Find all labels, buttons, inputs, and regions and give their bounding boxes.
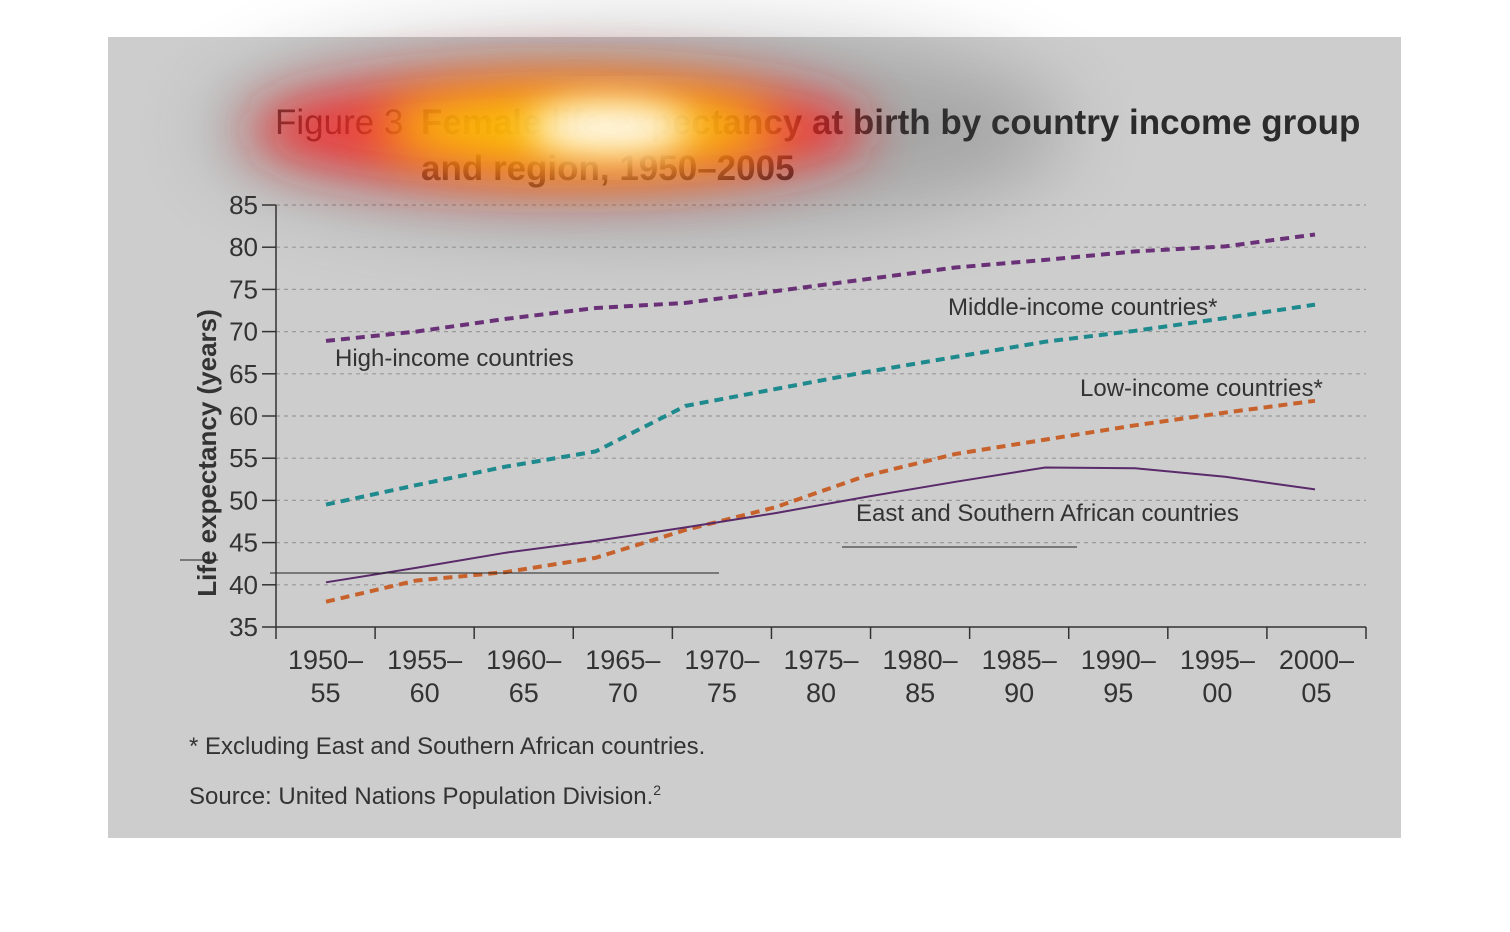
- x-tick-label: 1960–: [486, 645, 561, 675]
- x-axis: 1950–55 1955–60 1960–65 1965–70 1970–75 1975–…: [275, 626, 1367, 708]
- y-tick-label: 40: [229, 570, 258, 600]
- series-line-1: [325, 302, 1316, 507]
- series-line-0: [325, 232, 1316, 343]
- label-middle-income: Middle-income countries*: [948, 294, 1217, 321]
- x-tick-label: 55: [311, 678, 341, 708]
- life-expectancy-chart: Figure 3 Female life expectancy at birth…: [180, 103, 1367, 810]
- x-tick-label: 1970–: [684, 645, 759, 675]
- y-tick-label: 55: [229, 443, 258, 473]
- y-tick-label: 80: [229, 232, 258, 262]
- y-tick-label: 35: [229, 612, 258, 642]
- source-superscript: 2: [653, 782, 661, 798]
- y-tick-label: 70: [229, 317, 258, 347]
- source-note: Source: United Nations Population Divisi…: [189, 782, 661, 810]
- y-tick-label: 85: [229, 190, 258, 220]
- x-tick-label: 1975–: [783, 645, 858, 675]
- label-low-income: Low-income countries*: [1080, 375, 1323, 402]
- x-tick-label: 1950–: [288, 645, 363, 675]
- label-east-southern-africa: East and Southern African countries: [856, 500, 1239, 527]
- x-tick-label: 1980–: [883, 645, 958, 675]
- x-tick-label: 85: [905, 678, 935, 708]
- figure-label: Figure 3: [275, 103, 403, 142]
- x-tick-label: 65: [509, 678, 539, 708]
- x-tick-label: 70: [608, 678, 638, 708]
- x-tick-label: 80: [806, 678, 836, 708]
- x-tick-label: 05: [1301, 678, 1331, 708]
- x-tick-label: 2000–: [1279, 645, 1354, 675]
- y-axis-label: Life expectancy (years): [192, 309, 222, 597]
- source-text: Source: United Nations Population Divisi…: [189, 783, 653, 810]
- x-tick-label: 1965–: [585, 645, 660, 675]
- x-tick-label: 1990–: [1081, 645, 1156, 675]
- x-tick-label: 75: [707, 678, 737, 708]
- y-tick-label: 75: [229, 274, 258, 304]
- x-tick-label: 00: [1202, 678, 1232, 708]
- y-axis: 35 40 45 50 55 60 65 70 75 80 85: [229, 190, 277, 642]
- y-tick-label: 45: [229, 528, 258, 558]
- x-tick-label: 60: [410, 678, 440, 708]
- chart-panel: Figure 3 Female life expectancy at birth…: [108, 37, 1401, 838]
- data-series: [325, 232, 1316, 604]
- y-tick-label: 65: [229, 359, 258, 389]
- y-tick-label: 50: [229, 485, 258, 515]
- x-tick-label: 1955–: [387, 645, 462, 675]
- chart-title-line1: Female life expectancy at birth by count…: [421, 103, 1360, 142]
- chart-title-line2: and region, 1950–2005: [421, 149, 795, 188]
- footnote: * Excluding East and Southern African co…: [189, 733, 705, 760]
- x-tick-label: 1985–: [982, 645, 1057, 675]
- label-high-income: High-income countries: [335, 345, 574, 372]
- x-tick-label: 90: [1004, 678, 1034, 708]
- y-tick-label: 60: [229, 401, 258, 431]
- series-line-2: [325, 398, 1316, 604]
- x-tick-label: 1995–: [1180, 645, 1255, 675]
- series-line-3: [325, 466, 1316, 584]
- x-tick-label: 95: [1103, 678, 1133, 708]
